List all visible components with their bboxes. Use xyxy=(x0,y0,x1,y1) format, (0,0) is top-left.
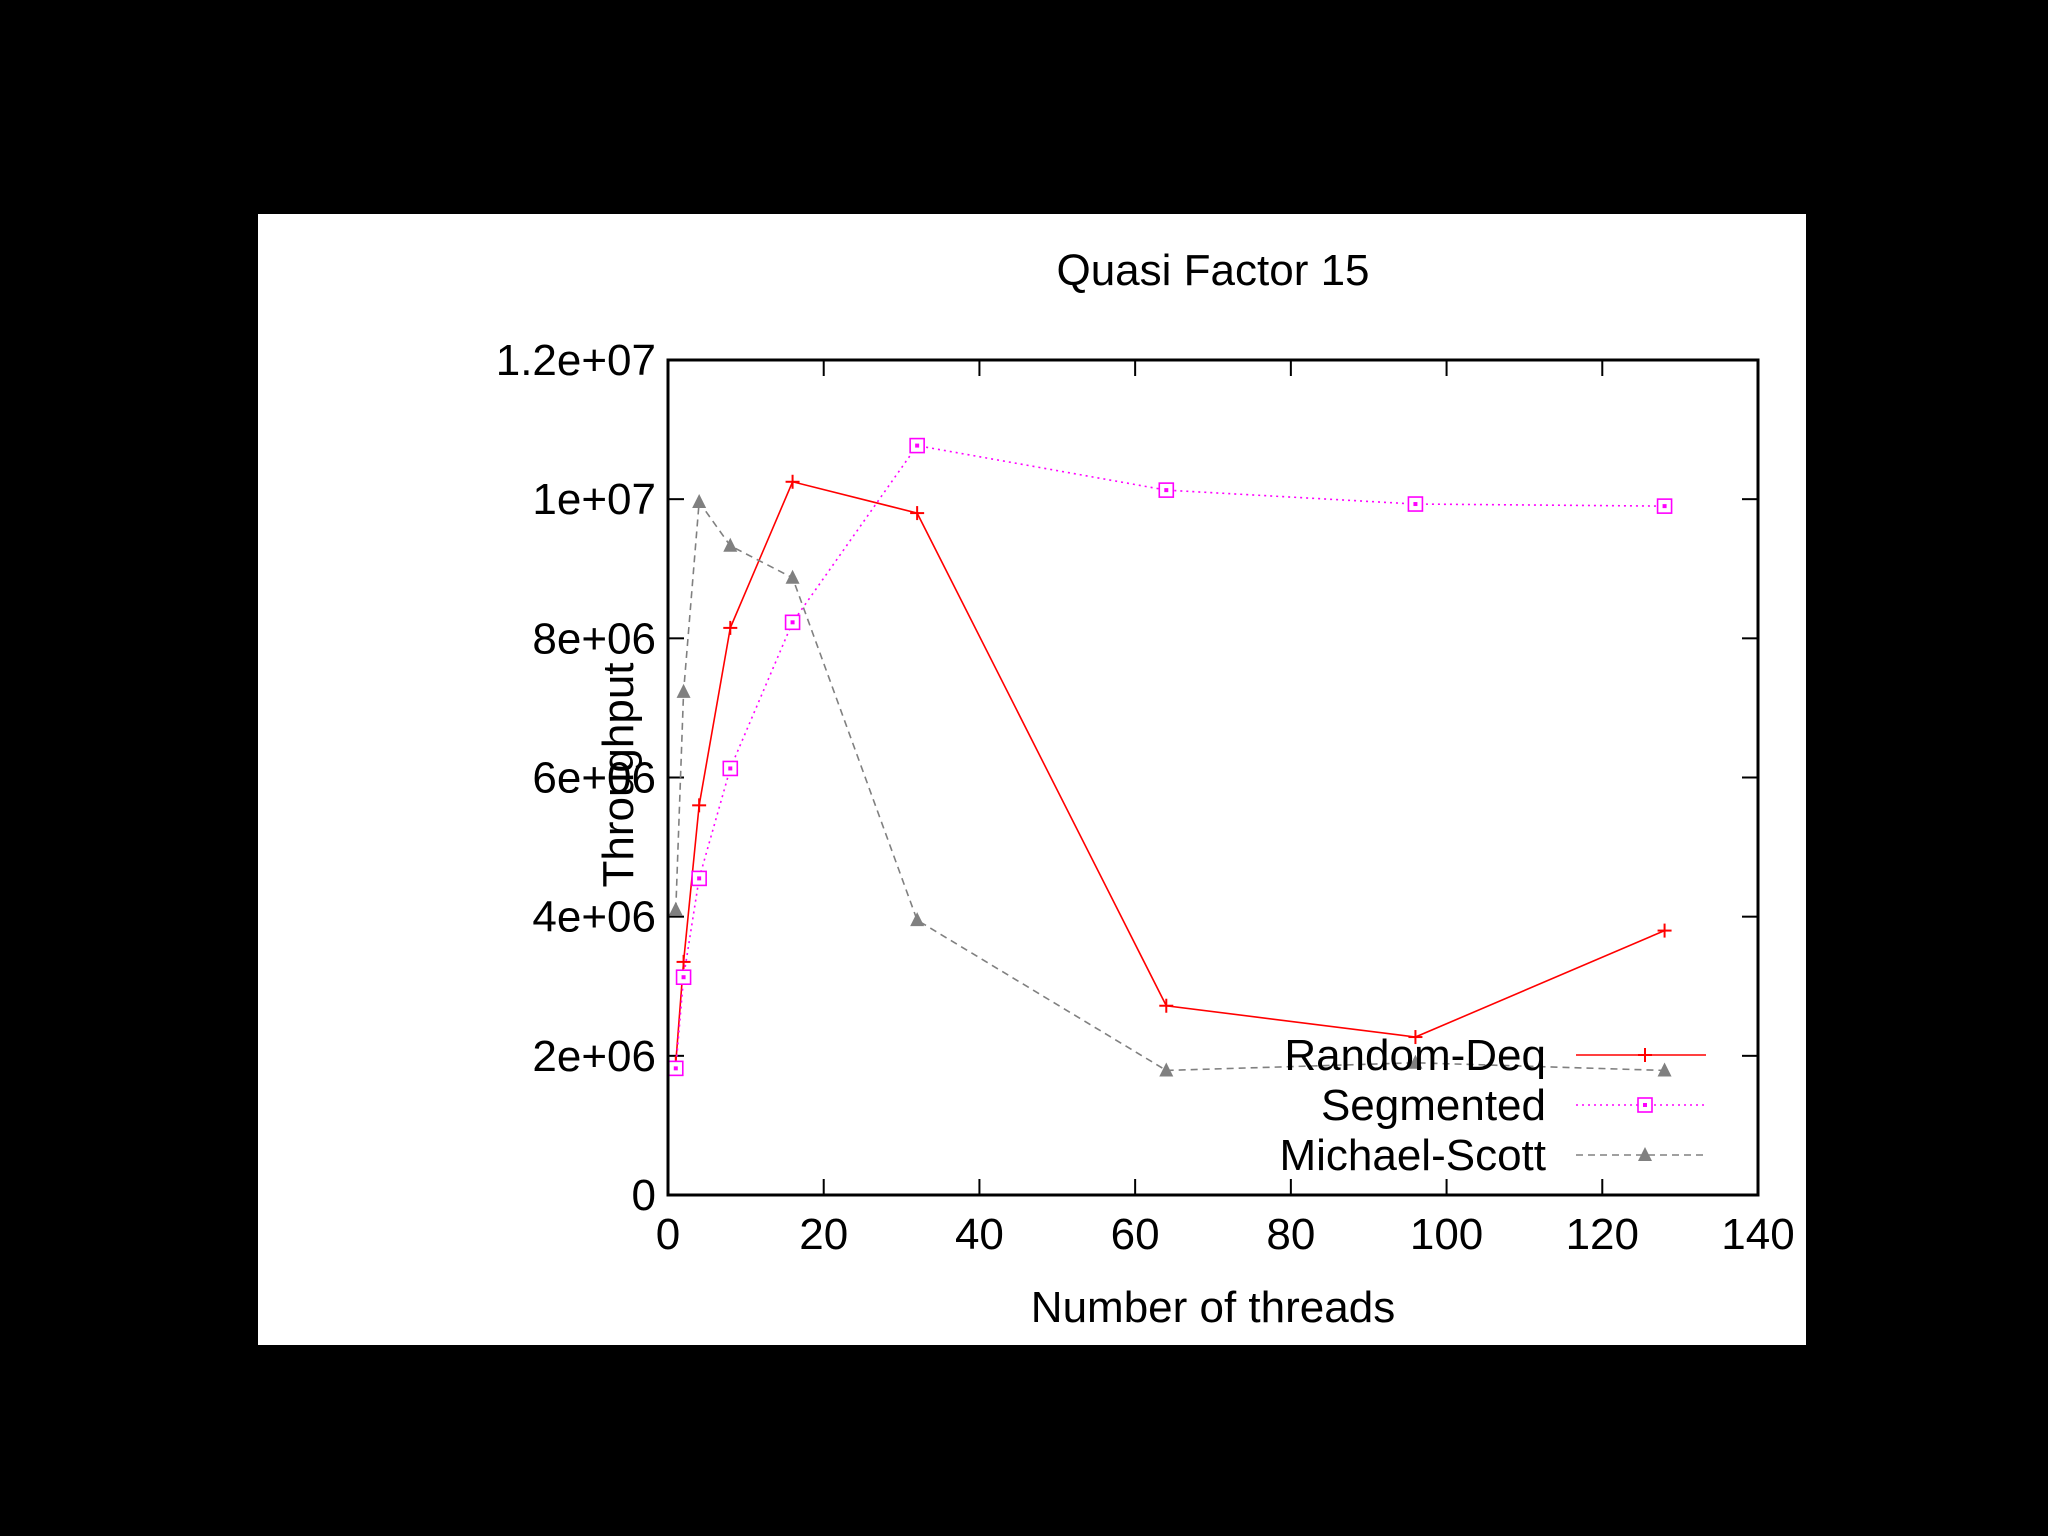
x-tick-label: 140 xyxy=(1721,1210,1794,1259)
data-point-michael-scott xyxy=(1408,1054,1423,1069)
data-point-michael-scott xyxy=(910,912,925,927)
legend-marker xyxy=(1638,1048,1652,1062)
y-axis-label: Throughput xyxy=(594,662,643,887)
data-point-segmented xyxy=(1158,482,1175,498)
data-point-michael-scott xyxy=(723,537,738,552)
x-tick-label: 100 xyxy=(1410,1210,1483,1259)
data-point-segmented xyxy=(784,614,801,631)
x-tick-label: 120 xyxy=(1566,1210,1639,1259)
legend-label: Michael-Scott xyxy=(1279,1131,1546,1180)
data-point-segmented xyxy=(722,760,739,777)
legend-label: Random-Deq xyxy=(1284,1031,1546,1080)
legend-label: Segmented xyxy=(1321,1081,1546,1130)
data-point-segmented xyxy=(909,437,925,454)
data-point-segmented xyxy=(1656,498,1673,514)
series-line-random-deq xyxy=(674,480,1665,1063)
legend-marker xyxy=(1638,1147,1652,1161)
y-tick-label: 6e+06 xyxy=(532,754,656,803)
data-point-michael-scott xyxy=(785,569,800,584)
y-tick-label: 2e+06 xyxy=(532,1032,656,1081)
data-point-random-deq xyxy=(785,474,800,489)
data-point-random-deq xyxy=(1408,1030,1423,1045)
data-point-random-deq xyxy=(1657,923,1672,938)
legend-marker xyxy=(1637,1097,1653,1113)
x-tick-label: 80 xyxy=(1266,1210,1315,1259)
data-point-segmented xyxy=(675,969,692,986)
line-chart: Quasi Factor 15 Number of threads Throug… xyxy=(496,246,1795,1332)
y-tick-label: 1e+07 xyxy=(532,475,656,524)
y-tick-label: 0 xyxy=(632,1171,656,1220)
data-point-random-deq xyxy=(910,506,925,521)
y-tick-label: 8e+06 xyxy=(532,614,656,663)
data-point-random-deq xyxy=(676,954,691,969)
y-tick-label: 4e+06 xyxy=(532,893,656,942)
series-layer xyxy=(667,437,1673,1077)
series-line-michael-scott xyxy=(674,499,1665,1072)
x-tick-label: 60 xyxy=(1111,1210,1160,1259)
data-point-random-deq xyxy=(692,798,707,813)
y-tick-label: 1.2e+07 xyxy=(496,336,656,385)
x-axis-label: Number of threads xyxy=(1031,1283,1395,1332)
chart-title: Quasi Factor 15 xyxy=(1056,246,1369,295)
chart-frame: Quasi Factor 15 Number of threads Throug… xyxy=(258,214,1806,1345)
data-point-segmented xyxy=(691,870,707,887)
data-point-segmented xyxy=(667,1060,684,1077)
data-point-random-deq xyxy=(723,620,738,635)
plot-area-border xyxy=(666,358,1760,1197)
data-point-michael-scott xyxy=(668,901,683,916)
x-tick-label: 0 xyxy=(656,1210,680,1259)
data-point-michael-scott xyxy=(1657,1062,1672,1077)
data-point-segmented xyxy=(1407,496,1424,512)
data-point-michael-scott xyxy=(1159,1062,1174,1077)
data-point-michael-scott xyxy=(676,683,691,698)
grid-layer: 0 20 40 60 80 100 120 140 0 2e+06 4e+06 6e+06 8e+06 1… xyxy=(496,336,1795,1259)
x-tick-label: 20 xyxy=(799,1210,848,1259)
series-line-segmented xyxy=(674,444,1665,1069)
data-point-michael-scott xyxy=(692,493,707,508)
data-point-random-deq xyxy=(1159,998,1174,1013)
x-tick-label: 40 xyxy=(955,1210,1004,1259)
